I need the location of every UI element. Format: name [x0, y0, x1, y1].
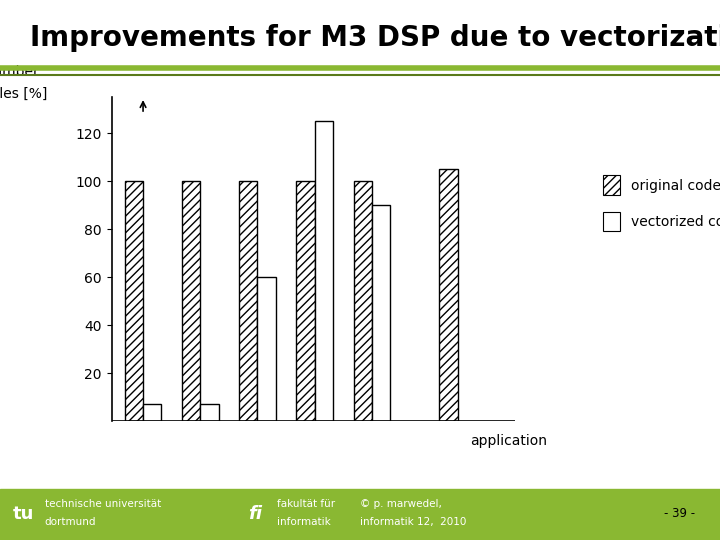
Bar — [354, 181, 372, 421]
Text: fi: fi — [248, 504, 262, 523]
Text: application: application — [470, 434, 547, 448]
Text: rel. number: rel. number — [0, 65, 39, 79]
Bar — [439, 169, 458, 421]
Bar — [125, 181, 143, 421]
Text: informatik: informatik — [277, 517, 331, 528]
Text: - 39 -: - 39 - — [664, 507, 695, 520]
Text: informatik 12,  2010: informatik 12, 2010 — [360, 517, 467, 528]
Bar — [258, 277, 276, 421]
Text: Improvements for M3 DSP due to vectorization: Improvements for M3 DSP due to vectoriza… — [30, 24, 720, 52]
Text: tu: tu — [13, 504, 35, 523]
Text: of cycles [%]: of cycles [%] — [0, 87, 48, 102]
Text: © p. marwedel,: © p. marwedel, — [360, 499, 442, 509]
Bar — [200, 404, 219, 421]
Bar — [315, 121, 333, 421]
Bar — [297, 181, 315, 421]
Bar — [239, 181, 258, 421]
Legend: original code, vectorized code: original code, vectorized code — [603, 176, 720, 232]
Text: technische universität: technische universität — [45, 499, 161, 509]
Text: dortmund: dortmund — [45, 517, 96, 528]
Bar — [182, 181, 200, 421]
Bar — [372, 205, 390, 421]
Text: fakultät für: fakultät für — [277, 499, 336, 509]
Bar — [143, 404, 161, 421]
